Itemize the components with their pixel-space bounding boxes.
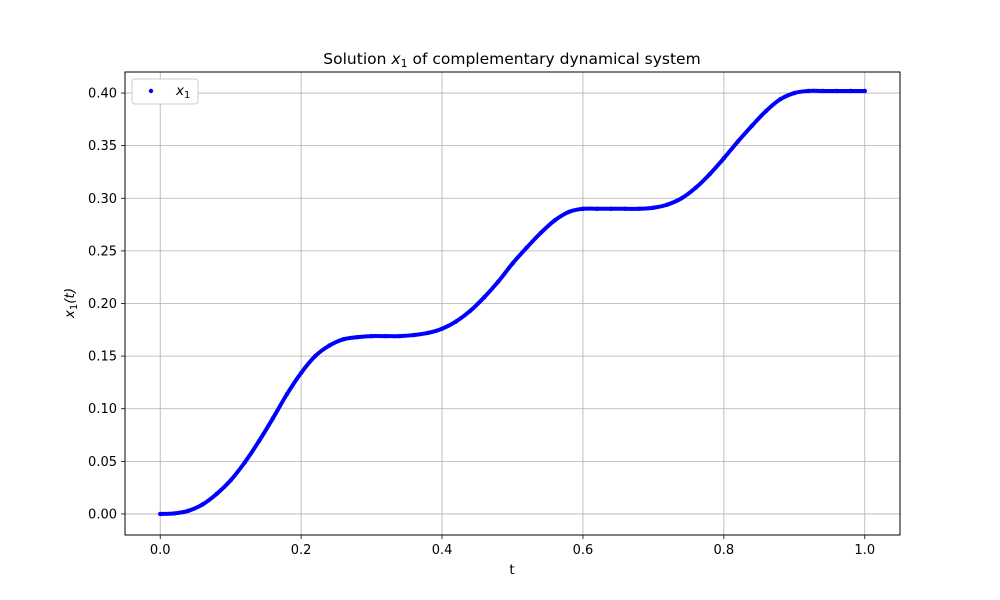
data-point <box>792 90 797 96</box>
data-point <box>383 333 388 339</box>
data-point <box>524 245 529 250</box>
data-point <box>158 511 163 517</box>
data-point <box>679 196 684 201</box>
data-point <box>411 332 417 338</box>
data-point <box>341 337 346 342</box>
x-axis-ticks: 0.0 0.2 0.4 0.6 0.8 1.0 <box>150 535 875 558</box>
y-tick-label: 0.40 <box>88 87 117 102</box>
data-point <box>453 319 459 324</box>
x-tick-label: 0.0 <box>150 543 171 558</box>
data-point <box>256 439 262 444</box>
data-point <box>355 334 360 340</box>
y-tick-label: 0.15 <box>88 350 117 365</box>
data-point <box>763 108 769 114</box>
data-point <box>608 206 614 211</box>
series-layer <box>158 88 867 517</box>
data-point <box>848 88 853 94</box>
y-axis-label: x1(t) <box>62 288 80 319</box>
data-point <box>749 123 755 128</box>
data-point <box>637 206 642 211</box>
data-point <box>566 209 572 215</box>
data-point <box>298 370 304 376</box>
data-point <box>284 391 290 397</box>
data-point <box>510 261 515 266</box>
data-point <box>439 326 445 331</box>
x-tick-label: 0.4 <box>432 543 453 558</box>
data-point <box>820 88 825 94</box>
y-tick-label: 0.25 <box>88 244 117 259</box>
data-point <box>862 88 867 94</box>
data-point <box>270 416 276 421</box>
data-point <box>228 478 233 483</box>
legend-marker <box>148 88 154 94</box>
data-point <box>735 139 741 144</box>
data-point <box>425 330 431 336</box>
data-point <box>651 205 656 210</box>
data-point <box>397 333 402 339</box>
data-point <box>806 88 811 94</box>
data-point <box>172 511 177 516</box>
data-point <box>538 230 543 236</box>
y-tick-label: 0.10 <box>88 402 117 417</box>
x-tick-label: 0.8 <box>714 543 735 558</box>
x-tick-label: 1.0 <box>854 543 875 558</box>
data-point <box>186 508 191 513</box>
data-point <box>468 308 473 314</box>
data-point <box>369 333 374 339</box>
data-point <box>834 88 839 94</box>
y-tick-label: 0.00 <box>88 507 117 522</box>
data-point <box>665 202 670 207</box>
legend-label: x1 <box>175 83 190 101</box>
y-tick-label: 0.20 <box>88 297 117 312</box>
data-point <box>552 218 557 223</box>
data-point <box>482 294 487 300</box>
x-axis-label: t <box>509 562 514 578</box>
data-point <box>623 206 628 211</box>
grid <box>125 72 900 535</box>
legend: x1 <box>131 78 199 105</box>
data-point <box>214 491 219 497</box>
chart-title: Solution x1 of complementary dynamical s… <box>323 50 700 70</box>
data-point <box>327 343 332 348</box>
data-point <box>778 97 783 102</box>
y-tick-label: 0.35 <box>88 139 117 154</box>
data-point <box>496 279 501 284</box>
data-point <box>594 206 600 211</box>
data-point <box>200 502 205 507</box>
legend-box <box>131 78 199 105</box>
data-point <box>693 185 698 190</box>
data-point <box>242 460 247 465</box>
data-point <box>580 206 586 211</box>
y-axis-ticks: 0.00 0.05 0.10 0.15 0.20 0.25 0.30 0.35 0.40 <box>88 87 125 522</box>
y-tick-label: 0.05 <box>88 455 117 470</box>
x-tick-label: 0.6 <box>573 543 594 558</box>
y-tick-label: 0.30 <box>88 192 117 207</box>
data-point <box>313 353 318 359</box>
data-point <box>707 171 712 177</box>
data-point <box>721 156 727 161</box>
x-tick-label: 0.2 <box>291 543 312 558</box>
